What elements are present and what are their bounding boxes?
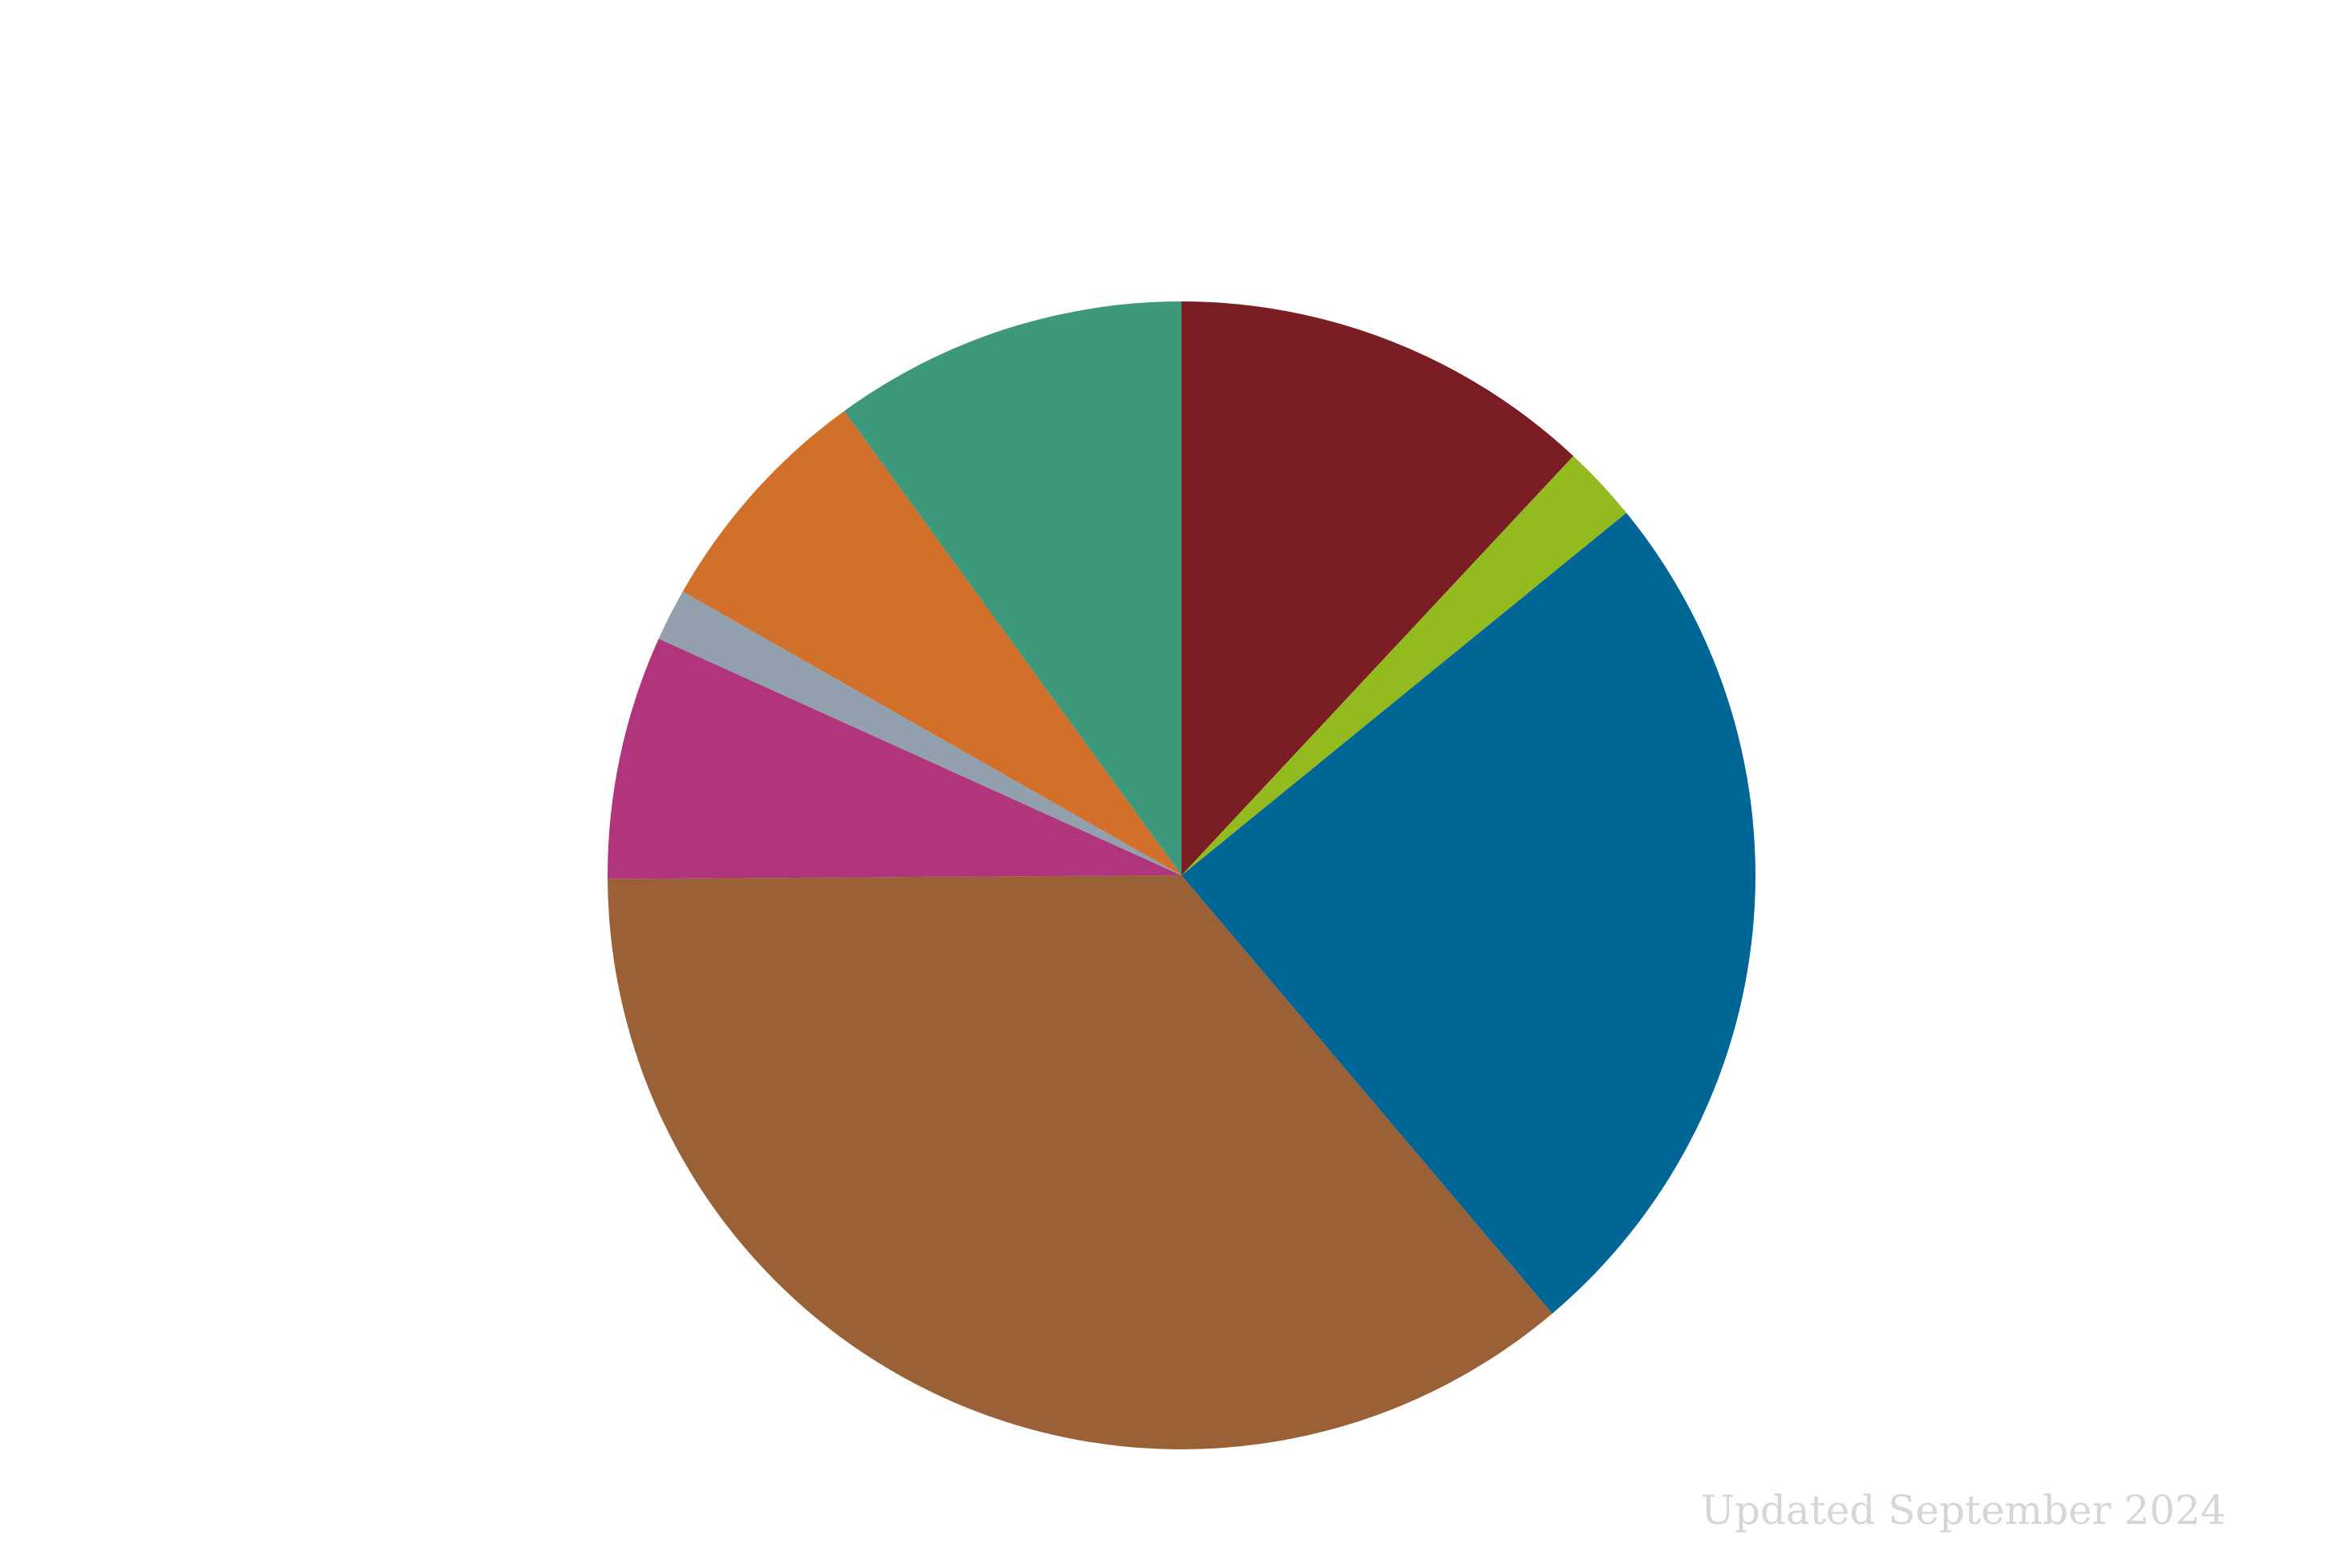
- pie-slice-7: [682, 410, 1182, 875]
- pie-slice-6: [658, 591, 1182, 875]
- pie-slice-3: [1182, 512, 1756, 1314]
- pie-slice-1: [1182, 301, 1573, 875]
- pie-slice-5: [607, 638, 1182, 879]
- pie-slices: [607, 301, 1756, 1449]
- update-footnote: Updated September 2024: [1700, 1487, 2226, 1534]
- pie-slice-8: [844, 301, 1182, 875]
- pie-slice-4: [608, 875, 1553, 1449]
- pie-slice-2: [1182, 455, 1627, 875]
